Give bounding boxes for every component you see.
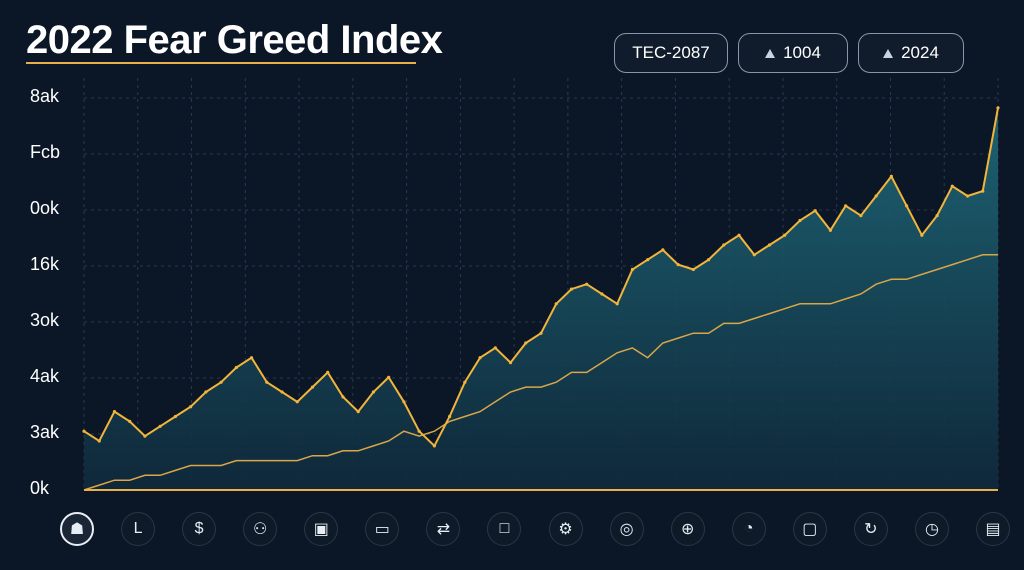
- price-point: [189, 405, 193, 409]
- triangle-icon: [883, 48, 894, 58]
- price-point: [615, 302, 619, 306]
- price-point: [859, 214, 863, 218]
- price-point: [493, 346, 497, 350]
- price-point: [600, 292, 604, 296]
- y-tick-label: 8ak: [30, 86, 60, 106]
- y-tick-label: Fcb: [30, 142, 61, 162]
- price-point: [585, 282, 589, 286]
- price-point: [722, 243, 726, 247]
- price-area: [84, 107, 998, 491]
- trend-line: [83, 254, 998, 491]
- price-point: [524, 341, 528, 345]
- price-point: [554, 302, 558, 306]
- price-point: [387, 375, 391, 379]
- price-point: [935, 214, 939, 218]
- y-tick-label: 0ok: [30, 198, 60, 218]
- icon-toolbar: ☗ L $ ⚇ ▣ ▭ ⇄ □ ⚙ ◎ ⊕ ◔ ▢ ↻ ◷ ▤: [60, 512, 1010, 548]
- price-point: [905, 204, 909, 208]
- price-point: [356, 410, 360, 414]
- y-tick-label: 3ak: [30, 422, 60, 442]
- control-pill-ticker[interactable]: TEC-2087: [614, 33, 728, 73]
- control-pill-label: 1004: [783, 43, 821, 62]
- price-point: [371, 390, 376, 394]
- price-point: [173, 414, 177, 419]
- monitor-icon[interactable]: ▣: [304, 512, 339, 546]
- dollar-icon[interactable]: $: [182, 512, 217, 546]
- laptop-icon[interactable]: ▭: [365, 512, 400, 546]
- price-point: [158, 424, 162, 428]
- price-point: [448, 414, 452, 419]
- price-point: [767, 243, 772, 247]
- price-point: [965, 194, 970, 198]
- price-point: [569, 287, 574, 291]
- price-point: [646, 258, 650, 262]
- price-point: [844, 204, 848, 208]
- chart-line-icon[interactable]: L: [121, 512, 156, 546]
- y-tick-label: 16k: [30, 254, 60, 274]
- price-point: [112, 410, 117, 414]
- control-pill-year[interactable]: 2024: [858, 33, 964, 73]
- price-point: [676, 263, 680, 267]
- price-point: [432, 444, 436, 448]
- y-tick-label: 3ok: [30, 310, 60, 330]
- price-point: [508, 361, 513, 365]
- price-point: [478, 356, 482, 360]
- price-point: [295, 400, 299, 404]
- price-point: [950, 184, 954, 188]
- target-icon[interactable]: ◎: [609, 512, 644, 546]
- price-point: [249, 356, 254, 360]
- price-point: [783, 233, 787, 237]
- price-point: [691, 267, 695, 272]
- control-pill-label: TEC-2087: [632, 43, 710, 62]
- price-point: [280, 390, 284, 394]
- device-icon[interactable]: ▤: [976, 512, 1010, 546]
- price-point: [981, 189, 985, 193]
- price-point: [798, 218, 802, 223]
- price-point: [539, 331, 543, 335]
- control-pill-label: 2024: [901, 43, 939, 62]
- globe-icon[interactable]: ⊕: [670, 512, 705, 546]
- price-point: [97, 439, 101, 443]
- price-point: [265, 380, 269, 384]
- price-point: [143, 434, 147, 438]
- pie-icon[interactable]: ◔: [731, 512, 766, 546]
- price-point: [828, 228, 833, 232]
- price-point: [463, 380, 467, 384]
- refresh-icon[interactable]: ↻: [853, 512, 888, 546]
- price-point: [204, 390, 208, 394]
- price-point: [326, 370, 330, 374]
- price-point: [219, 380, 223, 384]
- price-point: [417, 429, 421, 433]
- network-icon[interactable]: ⚙: [548, 512, 583, 546]
- y-tick-label: 0k: [30, 478, 50, 498]
- price-point: [996, 106, 1000, 110]
- price-point: [234, 365, 238, 370]
- exchange-icon[interactable]: ⇄: [426, 512, 461, 546]
- price-point: [752, 253, 756, 257]
- price-point: [82, 429, 86, 433]
- price-point: [402, 400, 406, 404]
- price-point: [661, 248, 665, 252]
- control-pill-value[interactable]: 1004: [738, 33, 848, 73]
- price-point: [706, 258, 711, 262]
- triangle-icon: [765, 48, 776, 58]
- price-point: [737, 233, 741, 237]
- chart-title: 2022 Fear Greed Index: [26, 18, 443, 62]
- price-point: [310, 385, 315, 389]
- price-point: [630, 267, 635, 272]
- display-icon[interactable]: ▢: [792, 512, 827, 546]
- price-point: [813, 209, 817, 213]
- screen-icon[interactable]: □: [487, 512, 522, 546]
- title-underline: [26, 62, 416, 64]
- clock-icon[interactable]: ◷: [914, 512, 949, 546]
- people-icon[interactable]: ⚇: [243, 512, 278, 546]
- person-icon[interactable]: ☗: [60, 512, 94, 546]
- y-tick-label: 4ak: [30, 366, 60, 386]
- price-point: [128, 419, 132, 423]
- price-point: [874, 194, 878, 198]
- price-point: [920, 233, 924, 237]
- price-point: [889, 174, 893, 178]
- price-point: [341, 395, 345, 399]
